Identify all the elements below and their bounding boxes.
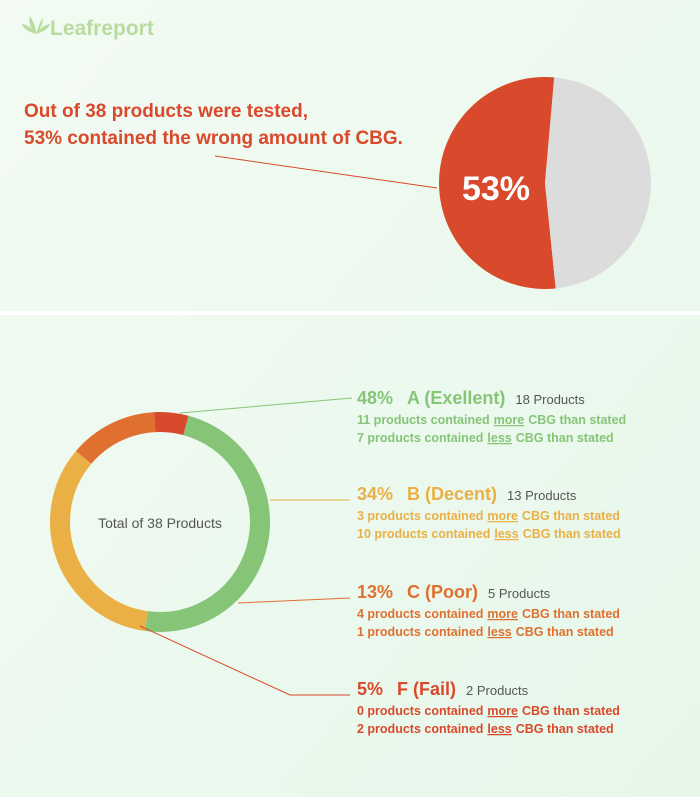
detail-emphasis: less xyxy=(487,431,511,445)
detail-line: 7 products contained less CBG than stated xyxy=(357,431,614,445)
grade-heading: 13% C (Poor) 5 Products xyxy=(357,582,551,602)
grade-heading: 5% F (Fail) 2 Products xyxy=(357,679,529,699)
grade-percent: 48% xyxy=(357,388,393,408)
detail-text: CBG than stated xyxy=(522,704,620,718)
grade-name: F (Fail) xyxy=(397,679,456,699)
grade-name: B (Decent) xyxy=(407,484,497,504)
detail-emphasis: less xyxy=(487,625,511,639)
connector xyxy=(139,625,350,696)
detail-emphasis: less xyxy=(487,722,511,736)
connector xyxy=(214,155,438,189)
grade-count: 13 Products xyxy=(507,488,577,503)
detail-text: CBG than stated xyxy=(516,625,614,639)
grade-percent: 13% xyxy=(357,582,393,602)
detail-line: 1 products contained less CBG than stated xyxy=(357,625,614,639)
detail-text: 1 products contained xyxy=(357,625,483,639)
detail-text: CBG than stated xyxy=(522,607,620,621)
donut-segment xyxy=(154,412,189,436)
detail-emphasis: less xyxy=(494,527,518,541)
detail-text: 4 products contained xyxy=(357,607,483,621)
detail-emphasis: more xyxy=(487,704,518,718)
detail-line: 11 products contained more CBG than stated xyxy=(357,413,626,427)
detail-line: 4 products contained more CBG than stated xyxy=(357,607,620,621)
pie-slice xyxy=(439,77,556,289)
detail-line: 2 products contained less CBG than stated xyxy=(357,722,614,736)
detail-line: 10 products contained less CBG than stated xyxy=(357,527,621,541)
detail-text: CBG than stated xyxy=(516,431,614,445)
grade-name: C (Poor) xyxy=(407,582,478,602)
detail-text: 3 products contained xyxy=(357,509,483,523)
connector xyxy=(179,397,353,414)
donut-segment xyxy=(75,412,156,465)
connector xyxy=(237,597,351,604)
grade-heading: 48% A (Exellent) 18 Products xyxy=(357,388,585,408)
pie-title: Out of 38 products were tested, xyxy=(24,101,308,122)
detail-text: CBG than stated xyxy=(523,527,621,541)
grade-count: 2 Products xyxy=(466,683,529,698)
divider xyxy=(0,311,700,315)
detail-text: 2 products contained xyxy=(357,722,483,736)
grade-heading: 34% B (Decent) 13 Products xyxy=(357,484,577,504)
detail-text: CBG than stated xyxy=(528,413,626,427)
detail-line: 0 products contained more CBG than stated xyxy=(357,704,620,718)
grade-count: 18 Products xyxy=(515,392,585,407)
logo-icon xyxy=(22,16,50,34)
detail-text: CBG than stated xyxy=(516,722,614,736)
detail-text: CBG than stated xyxy=(522,509,620,523)
detail-text: 0 products contained xyxy=(357,704,483,718)
grade-name: A (Exellent) xyxy=(407,388,505,408)
donut-segment xyxy=(145,415,270,632)
detail-text: 10 products contained xyxy=(357,527,490,541)
grade-percent: 34% xyxy=(357,484,393,504)
detail-emphasis: more xyxy=(487,509,518,523)
pie-value-label: 53% xyxy=(462,170,530,208)
grade-percent: 5% xyxy=(357,679,383,699)
detail-emphasis: more xyxy=(487,607,518,621)
donut-segment xyxy=(50,451,148,631)
donut-center-label: Total of 38 Products xyxy=(98,515,222,531)
detail-text: 7 products contained xyxy=(357,431,483,445)
detail-text: 11 products contained xyxy=(357,413,490,427)
pie-slice xyxy=(545,77,652,289)
detail-emphasis: more xyxy=(494,413,525,427)
logo-text: Leafreport xyxy=(50,17,154,40)
grade-count: 5 Products xyxy=(488,586,551,601)
pie-title: 53% contained the wrong amount of CBG. xyxy=(24,128,403,149)
detail-line: 3 products contained more CBG than stated xyxy=(357,509,620,523)
